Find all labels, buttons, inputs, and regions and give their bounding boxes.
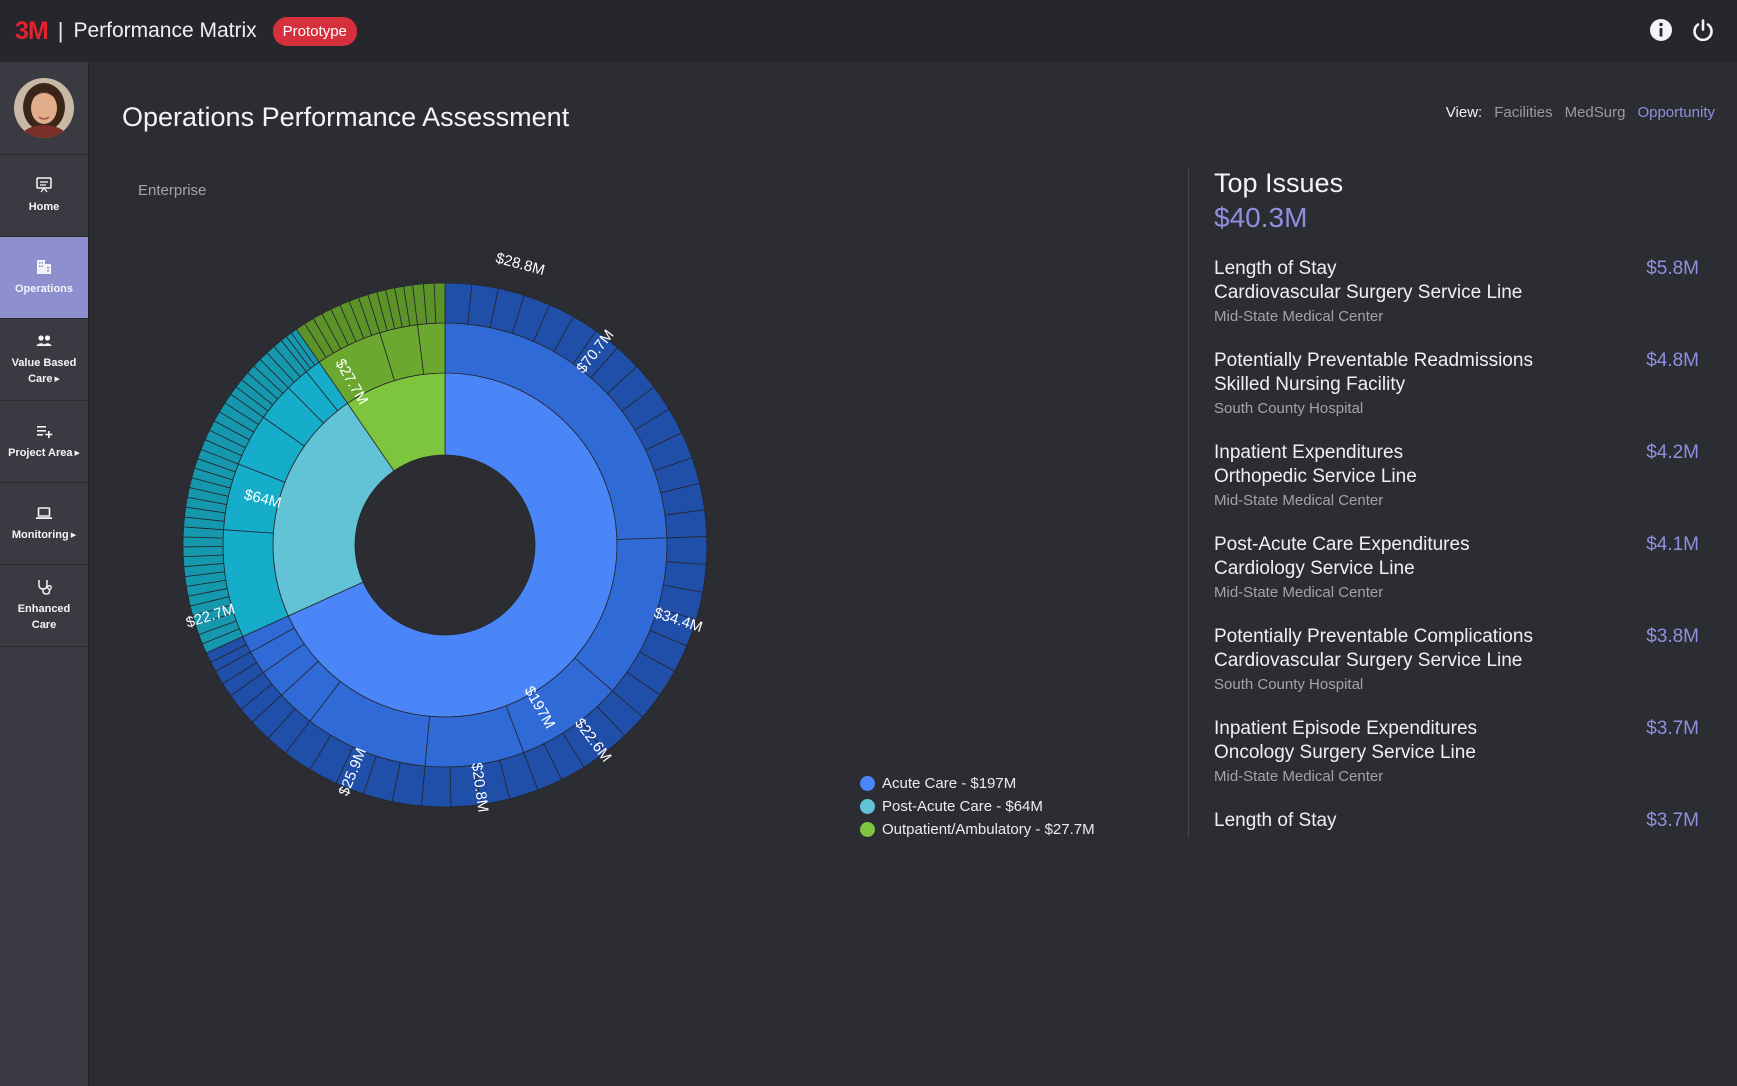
issue-metric: Length of Stay: [1214, 810, 1337, 831]
sidebar-item-project-area[interactable]: Project Area ▶: [0, 401, 88, 483]
sunburst-grandchild[interactable]: [182, 546, 224, 558]
sunburst-chart: $197M $64M $27.7M $70.7M $34.4M $22.6M $…: [182, 250, 708, 814]
people-icon: [36, 335, 52, 346]
sidebar-item-label: Care: [31, 619, 57, 631]
app-title: Performance Matrix: [73, 19, 257, 42]
brand-logo[interactable]: 3M: [15, 16, 49, 45]
sidebar-item-label: Home: [28, 201, 60, 213]
sidebar-item-label: Project Area: [8, 447, 73, 459]
issue-amount: $4.8M: [1646, 350, 1699, 371]
sunburst-grandchild[interactable]: [665, 536, 708, 566]
building-icon: [37, 260, 51, 274]
sidebar-item-label: Monitoring: [11, 529, 69, 541]
legend-label: Post-Acute Care - $64M: [882, 798, 1043, 815]
issue-facility: Mid-State Medical Center: [1214, 584, 1384, 601]
issue-item[interactable]: Potentially Preventable Complications Ca…: [1214, 625, 1699, 717]
sidebar: Home Operations Value Based Care ▶: [0, 62, 89, 1086]
view-option-opportunity[interactable]: Opportunity: [1637, 104, 1715, 121]
sidebar-item-label: Value Based: [11, 357, 77, 369]
view-option-medsurg[interactable]: MedSurg: [1564, 104, 1626, 121]
issue-service: Cardiovascular Surgery Service Line: [1214, 650, 1523, 671]
label-acute-child-4: $20.8M: [468, 762, 492, 814]
sidebar-item-enhanced-care[interactable]: Enhanced Care: [0, 565, 88, 647]
view-option-facilities[interactable]: Facilities: [1494, 104, 1553, 121]
avatar[interactable]: [13, 77, 75, 139]
playlist-add-icon: [37, 426, 53, 438]
sunburst-grandchild[interactable]: [420, 765, 452, 808]
sunburst-grandchild[interactable]: [444, 282, 473, 325]
legend-item-acute-care[interactable]: Acute Care - $197M: [860, 772, 1095, 795]
top-issues-panel: Top Issues $40.3M Length of Stay Cardiov…: [1214, 167, 1699, 901]
issue-service: Skilled Nursing Facility: [1214, 374, 1406, 395]
caret-right-icon: ▶: [54, 376, 60, 383]
issue-item[interactable]: Inpatient Episode Expenditures Oncology …: [1214, 717, 1699, 809]
panel-divider: [1188, 167, 1189, 837]
legend-dot: [860, 799, 875, 814]
prototype-badge: Prototype: [272, 16, 357, 46]
top-issues-total: $40.3M: [1214, 202, 1308, 233]
issue-amount: $4.2M: [1646, 442, 1699, 463]
label-acute-outer-1: $28.8M: [494, 250, 547, 279]
issue-service: Oncology Surgery Service Line: [1214, 742, 1476, 763]
issue-metric: Inpatient Expenditures: [1214, 442, 1404, 463]
chart-legend: Acute Care - $197M Post-Acute Care - $64…: [860, 772, 1095, 841]
issue-metric: Potentially Preventable Complications: [1214, 626, 1533, 647]
issue-metric: Length of Stay: [1214, 258, 1337, 279]
issue-amount: $3.8M: [1646, 626, 1699, 647]
issue-amount: $5.8M: [1646, 258, 1699, 279]
issue-facility: South County Hospital: [1214, 400, 1364, 417]
issue-item[interactable]: Potentially Preventable Readmissions Ski…: [1214, 349, 1699, 441]
sidebar-item-label: Care: [28, 373, 53, 385]
sidebar-item-monitoring[interactable]: Monitoring ▶: [0, 483, 88, 565]
sunburst-grandchild[interactable]: [664, 509, 708, 539]
caret-right-icon: ▶: [70, 532, 77, 539]
issue-amount: $3.7M: [1646, 718, 1699, 739]
sidebar-item-label: Enhanced: [17, 603, 71, 615]
issue-item[interactable]: Post-Acute Care Expenditures Cardiology …: [1214, 533, 1699, 625]
top-issues-title: Top Issues: [1214, 168, 1344, 198]
sunburst-grandchild[interactable]: [182, 536, 224, 548]
laptop-icon: [36, 507, 52, 519]
sidebar-item-home[interactable]: Home: [0, 155, 88, 237]
legend-label: Outpatient/Ambulatory - $27.7M: [882, 821, 1095, 838]
presentation-icon: [36, 177, 52, 193]
view-label: View:: [1445, 104, 1483, 121]
info-icon[interactable]: [1647, 16, 1675, 44]
view-switch: View: Facilities MedSurg Opportunity: [1446, 104, 1715, 121]
legend-dot: [860, 822, 875, 837]
legend-dot: [860, 776, 875, 791]
sidebar-item-label: Operations: [14, 283, 74, 295]
top-bar: 3M | Performance Matrix Prototype: [0, 0, 1737, 62]
sidebar-item-value-based-care[interactable]: Value Based Care ▶: [0, 319, 88, 401]
issue-facility: Mid-State Medical Center: [1214, 768, 1384, 785]
issue-metric: Inpatient Episode Expenditures: [1214, 718, 1478, 739]
legend-label: Acute Care - $197M: [882, 775, 1017, 792]
issue-service: Orthopedic Service Line: [1214, 466, 1417, 487]
stethoscope-icon: [38, 580, 52, 595]
issue-amount: $3.7M: [1646, 810, 1699, 831]
legend-item-outpatient[interactable]: Outpatient/Ambulatory - $27.7M: [860, 818, 1095, 841]
sidebar-item-operations[interactable]: Operations: [0, 237, 88, 319]
issue-amount: $4.1M: [1646, 534, 1699, 555]
issue-item[interactable]: Inpatient Expenditures Orthopedic Servic…: [1214, 441, 1699, 533]
issue-item[interactable]: Length of Stay Cardiovascular Surgery Se…: [1214, 257, 1699, 349]
chart-breadcrumb[interactable]: Enterprise: [138, 182, 207, 199]
issue-service: Cardiology Service Line: [1214, 558, 1415, 579]
page-title: Operations Performance Assessment: [122, 102, 570, 132]
issue-metric: Potentially Preventable Readmissions: [1214, 350, 1533, 371]
issue-facility: South County Hospital: [1214, 676, 1364, 693]
sunburst-grandchild[interactable]: [433, 282, 446, 324]
issue-service: Cardiovascular Surgery Service Line: [1214, 282, 1523, 303]
issue-metric: Post-Acute Care Expenditures: [1214, 534, 1470, 555]
power-icon[interactable]: [1689, 16, 1717, 44]
legend-item-post-acute-care[interactable]: Post-Acute Care - $64M: [860, 795, 1095, 818]
brand-separator: |: [57, 18, 64, 43]
issue-facility: Mid-State Medical Center: [1214, 492, 1384, 509]
sunburst-segments: [182, 282, 708, 808]
issue-item[interactable]: Length of Stay $3.7M: [1214, 809, 1699, 901]
caret-right-icon: ▶: [74, 450, 80, 457]
issue-facility: Mid-State Medical Center: [1214, 308, 1384, 325]
avatar-container: [0, 62, 88, 155]
